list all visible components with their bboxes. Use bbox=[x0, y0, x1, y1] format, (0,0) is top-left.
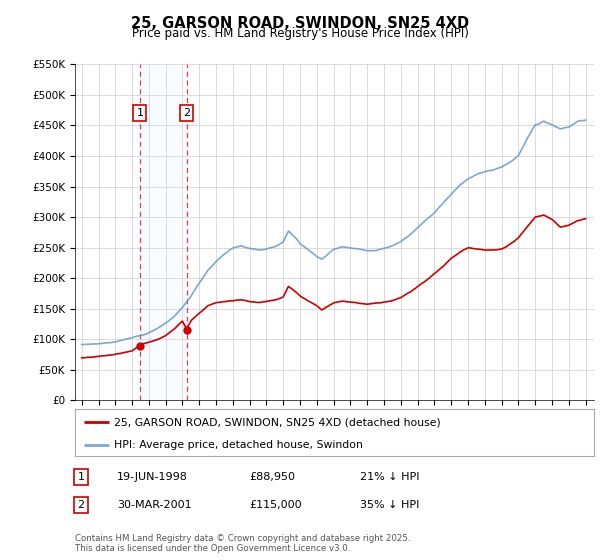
Text: 35% ↓ HPI: 35% ↓ HPI bbox=[360, 500, 419, 510]
Text: 1: 1 bbox=[136, 108, 143, 118]
Text: 25, GARSON ROAD, SWINDON, SN25 4XD (detached house): 25, GARSON ROAD, SWINDON, SN25 4XD (deta… bbox=[114, 417, 440, 427]
Text: 1: 1 bbox=[77, 472, 85, 482]
Text: 25, GARSON ROAD, SWINDON, SN25 4XD: 25, GARSON ROAD, SWINDON, SN25 4XD bbox=[131, 16, 469, 31]
Text: 2: 2 bbox=[183, 108, 190, 118]
Text: 21% ↓ HPI: 21% ↓ HPI bbox=[360, 472, 419, 482]
Text: 30-MAR-2001: 30-MAR-2001 bbox=[117, 500, 191, 510]
Text: Contains HM Land Registry data © Crown copyright and database right 2025.
This d: Contains HM Land Registry data © Crown c… bbox=[75, 534, 410, 553]
Text: HPI: Average price, detached house, Swindon: HPI: Average price, detached house, Swin… bbox=[114, 440, 363, 450]
Text: £88,950: £88,950 bbox=[249, 472, 295, 482]
Text: 19-JUN-1998: 19-JUN-1998 bbox=[117, 472, 188, 482]
Text: Price paid vs. HM Land Registry's House Price Index (HPI): Price paid vs. HM Land Registry's House … bbox=[131, 27, 469, 40]
Bar bbox=[140, 64, 187, 400]
Text: 2: 2 bbox=[77, 500, 85, 510]
Text: £115,000: £115,000 bbox=[249, 500, 302, 510]
